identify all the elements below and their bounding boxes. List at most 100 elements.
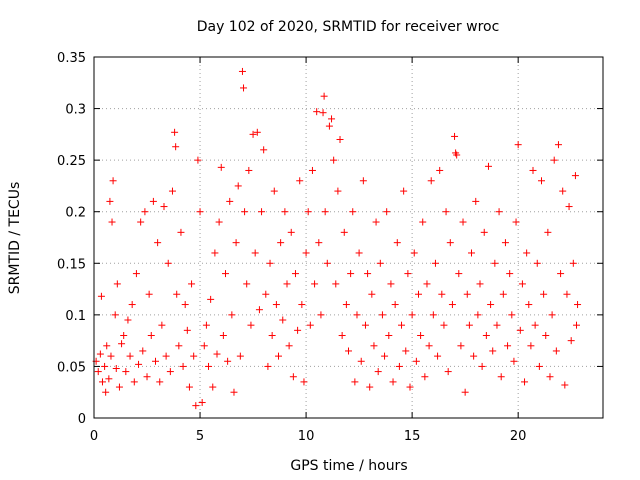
data-point <box>221 270 229 278</box>
plot-frame <box>93 56 604 419</box>
data-point <box>489 347 497 355</box>
data-point <box>224 357 232 365</box>
data-point <box>567 337 575 345</box>
data-point <box>440 321 448 329</box>
data-point <box>540 290 548 298</box>
data-point <box>190 352 198 360</box>
data-point <box>260 146 268 154</box>
data-point <box>253 128 261 136</box>
data-point <box>457 342 465 350</box>
y-tick-label: 0.05 <box>57 360 86 375</box>
data-point <box>321 208 329 216</box>
data-point <box>349 208 357 216</box>
data-point <box>249 130 257 138</box>
data-point <box>544 228 552 236</box>
data-point <box>402 347 410 355</box>
data-point <box>552 347 560 355</box>
data-point <box>501 239 509 247</box>
data-point <box>145 290 153 298</box>
data-point <box>213 350 221 358</box>
data-point <box>353 311 361 319</box>
data-point <box>357 357 365 365</box>
data-point <box>512 218 520 226</box>
data-point <box>289 373 297 381</box>
grid <box>94 57 603 418</box>
data-point <box>408 311 416 319</box>
data-point <box>463 290 471 298</box>
data-point <box>518 280 526 288</box>
data-point <box>444 368 452 376</box>
data-point <box>521 378 529 386</box>
data-point <box>468 249 476 257</box>
data-point <box>109 177 117 185</box>
data-point <box>94 368 102 376</box>
data-point <box>514 141 522 149</box>
data-point <box>156 378 164 386</box>
data-point <box>194 156 202 164</box>
data-point <box>461 388 469 396</box>
data-point <box>434 352 442 360</box>
data-point <box>398 321 406 329</box>
data-point <box>215 218 223 226</box>
data-point <box>266 259 274 267</box>
data-point <box>381 352 389 360</box>
data-point <box>372 218 380 226</box>
data-point <box>516 326 524 334</box>
data-point <box>383 208 391 216</box>
data-point <box>338 331 346 339</box>
data-point <box>139 347 147 355</box>
data-point <box>124 316 132 324</box>
data-point <box>525 301 533 309</box>
data-point <box>126 352 134 360</box>
data-point <box>504 342 512 350</box>
data-point <box>391 301 399 309</box>
data-point <box>240 84 248 92</box>
data-point <box>548 311 556 319</box>
data-point <box>571 172 579 180</box>
data-point <box>406 383 414 391</box>
data-point <box>107 352 115 360</box>
data-point <box>497 373 505 381</box>
data-point <box>137 218 145 226</box>
data-point <box>207 295 215 303</box>
data-point <box>569 259 577 267</box>
data-point <box>279 316 287 324</box>
data-point <box>302 249 310 257</box>
data-point <box>185 383 193 391</box>
y-tick-label: 0.25 <box>57 154 86 169</box>
data-point <box>300 378 308 386</box>
data-point <box>378 311 386 319</box>
data-point <box>283 280 291 288</box>
data-point <box>175 342 183 350</box>
data-point <box>510 357 518 365</box>
data-point <box>298 301 306 309</box>
data-point <box>211 249 219 257</box>
y-tick-label: 0.3 <box>65 103 86 118</box>
data-point <box>368 290 376 298</box>
data-point <box>470 352 478 360</box>
data-point <box>364 270 372 278</box>
data-point <box>493 321 501 329</box>
data-point <box>132 270 140 278</box>
data-point <box>296 177 304 185</box>
data-point <box>251 249 259 257</box>
data-point <box>347 270 355 278</box>
data-point <box>531 321 539 329</box>
data-point <box>374 368 382 376</box>
data-point <box>147 331 155 339</box>
data-point <box>495 208 503 216</box>
data-point <box>306 321 314 329</box>
data-point <box>108 218 116 226</box>
data-point <box>177 228 185 236</box>
data-point <box>400 187 408 195</box>
data-point <box>332 280 340 288</box>
data-point <box>412 357 420 365</box>
data-point <box>111 311 119 319</box>
data-point <box>115 383 123 391</box>
data-point <box>491 259 499 267</box>
data-point <box>410 249 418 257</box>
data-point <box>393 239 401 247</box>
data-point <box>291 270 299 278</box>
data-point <box>120 331 128 339</box>
data-point <box>476 280 484 288</box>
